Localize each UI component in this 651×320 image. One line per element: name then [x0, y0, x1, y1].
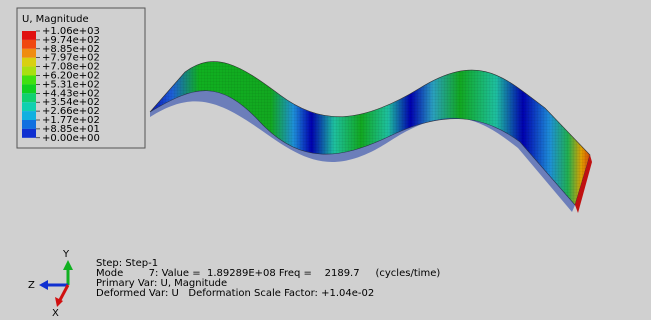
legend-swatch	[22, 49, 36, 58]
legend-swatch	[22, 31, 36, 40]
legend-label: +0.00e+00	[42, 133, 100, 144]
axis-x	[60, 285, 68, 300]
triad: Y Z X	[28, 249, 73, 319]
axis-label-y: Y	[62, 249, 70, 260]
legend-swatch	[22, 76, 36, 85]
legend: U, Magnitude +1.06e+03+9.74e+02+8.85e+02…	[17, 8, 145, 148]
legend-swatch	[22, 120, 36, 129]
legend-swatch	[22, 67, 36, 76]
legend-swatch	[22, 93, 36, 102]
deformed-shape	[150, 62, 592, 213]
arrow-z	[39, 280, 48, 290]
mesh	[150, 62, 590, 205]
legend-swatch	[22, 40, 36, 49]
viewport: U, Magnitude +1.06e+03+9.74e+02+8.85e+02…	[0, 0, 651, 320]
info-line: Deformed Var: U Deformation Scale Factor…	[96, 288, 374, 299]
axis-label-x: X	[52, 308, 59, 319]
legend-swatch	[22, 129, 36, 138]
arrow-y	[63, 260, 73, 270]
legend-swatch	[22, 58, 36, 67]
legend-title: U, Magnitude	[22, 14, 89, 25]
axis-label-z: Z	[28, 280, 35, 291]
legend-swatch	[22, 102, 36, 111]
legend-swatch	[22, 111, 36, 120]
legend-swatch	[22, 84, 36, 93]
